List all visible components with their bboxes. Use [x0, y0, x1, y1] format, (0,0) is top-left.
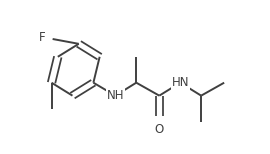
Text: NH: NH	[107, 89, 124, 102]
Text: F: F	[39, 31, 45, 44]
Text: HN: HN	[171, 76, 189, 89]
Text: O: O	[155, 123, 164, 136]
